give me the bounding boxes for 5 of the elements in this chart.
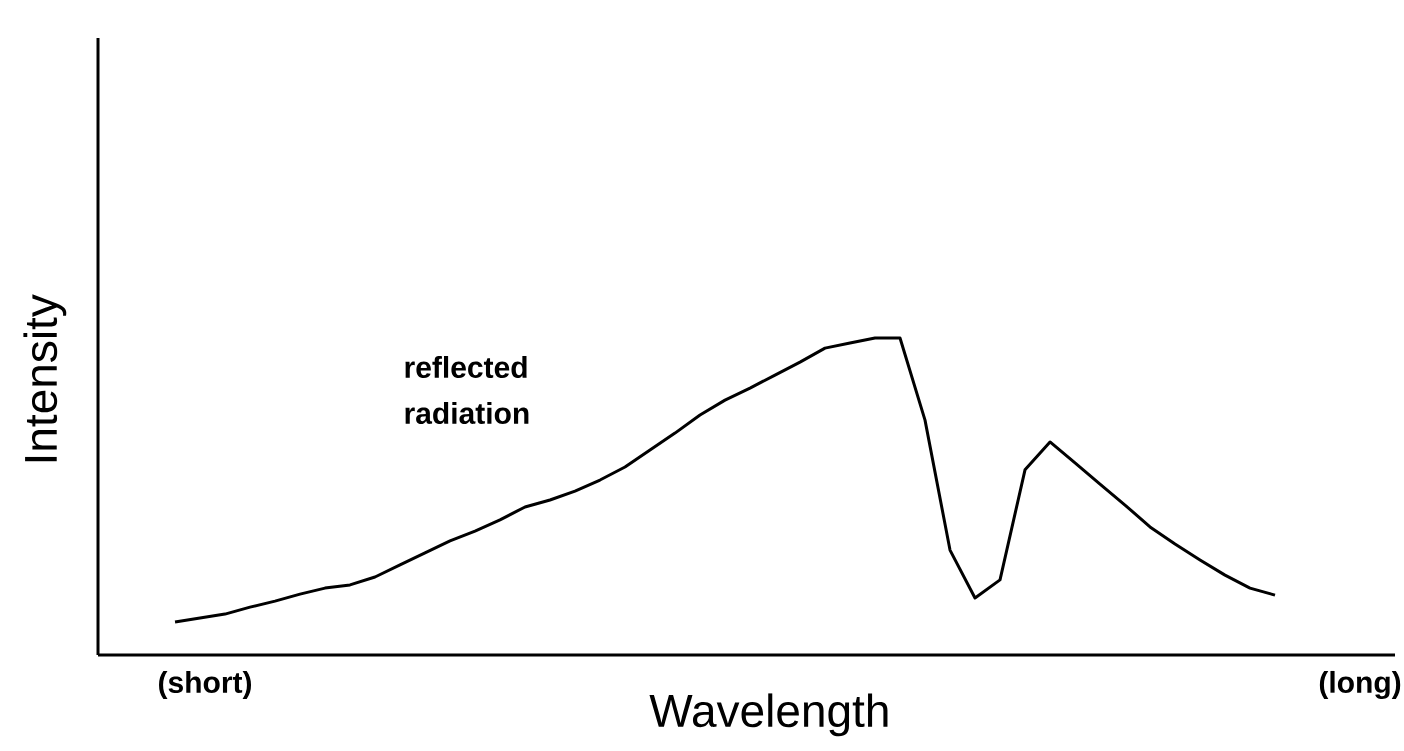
text: (short): [159, 671, 252, 699]
annotation: reflected radiation: [405, 355, 529, 425]
x-axis-title: Wavelength: [649, 693, 888, 737]
y-axis-title: Intensity: [23, 294, 67, 462]
text: (long): [1319, 670, 1401, 700]
